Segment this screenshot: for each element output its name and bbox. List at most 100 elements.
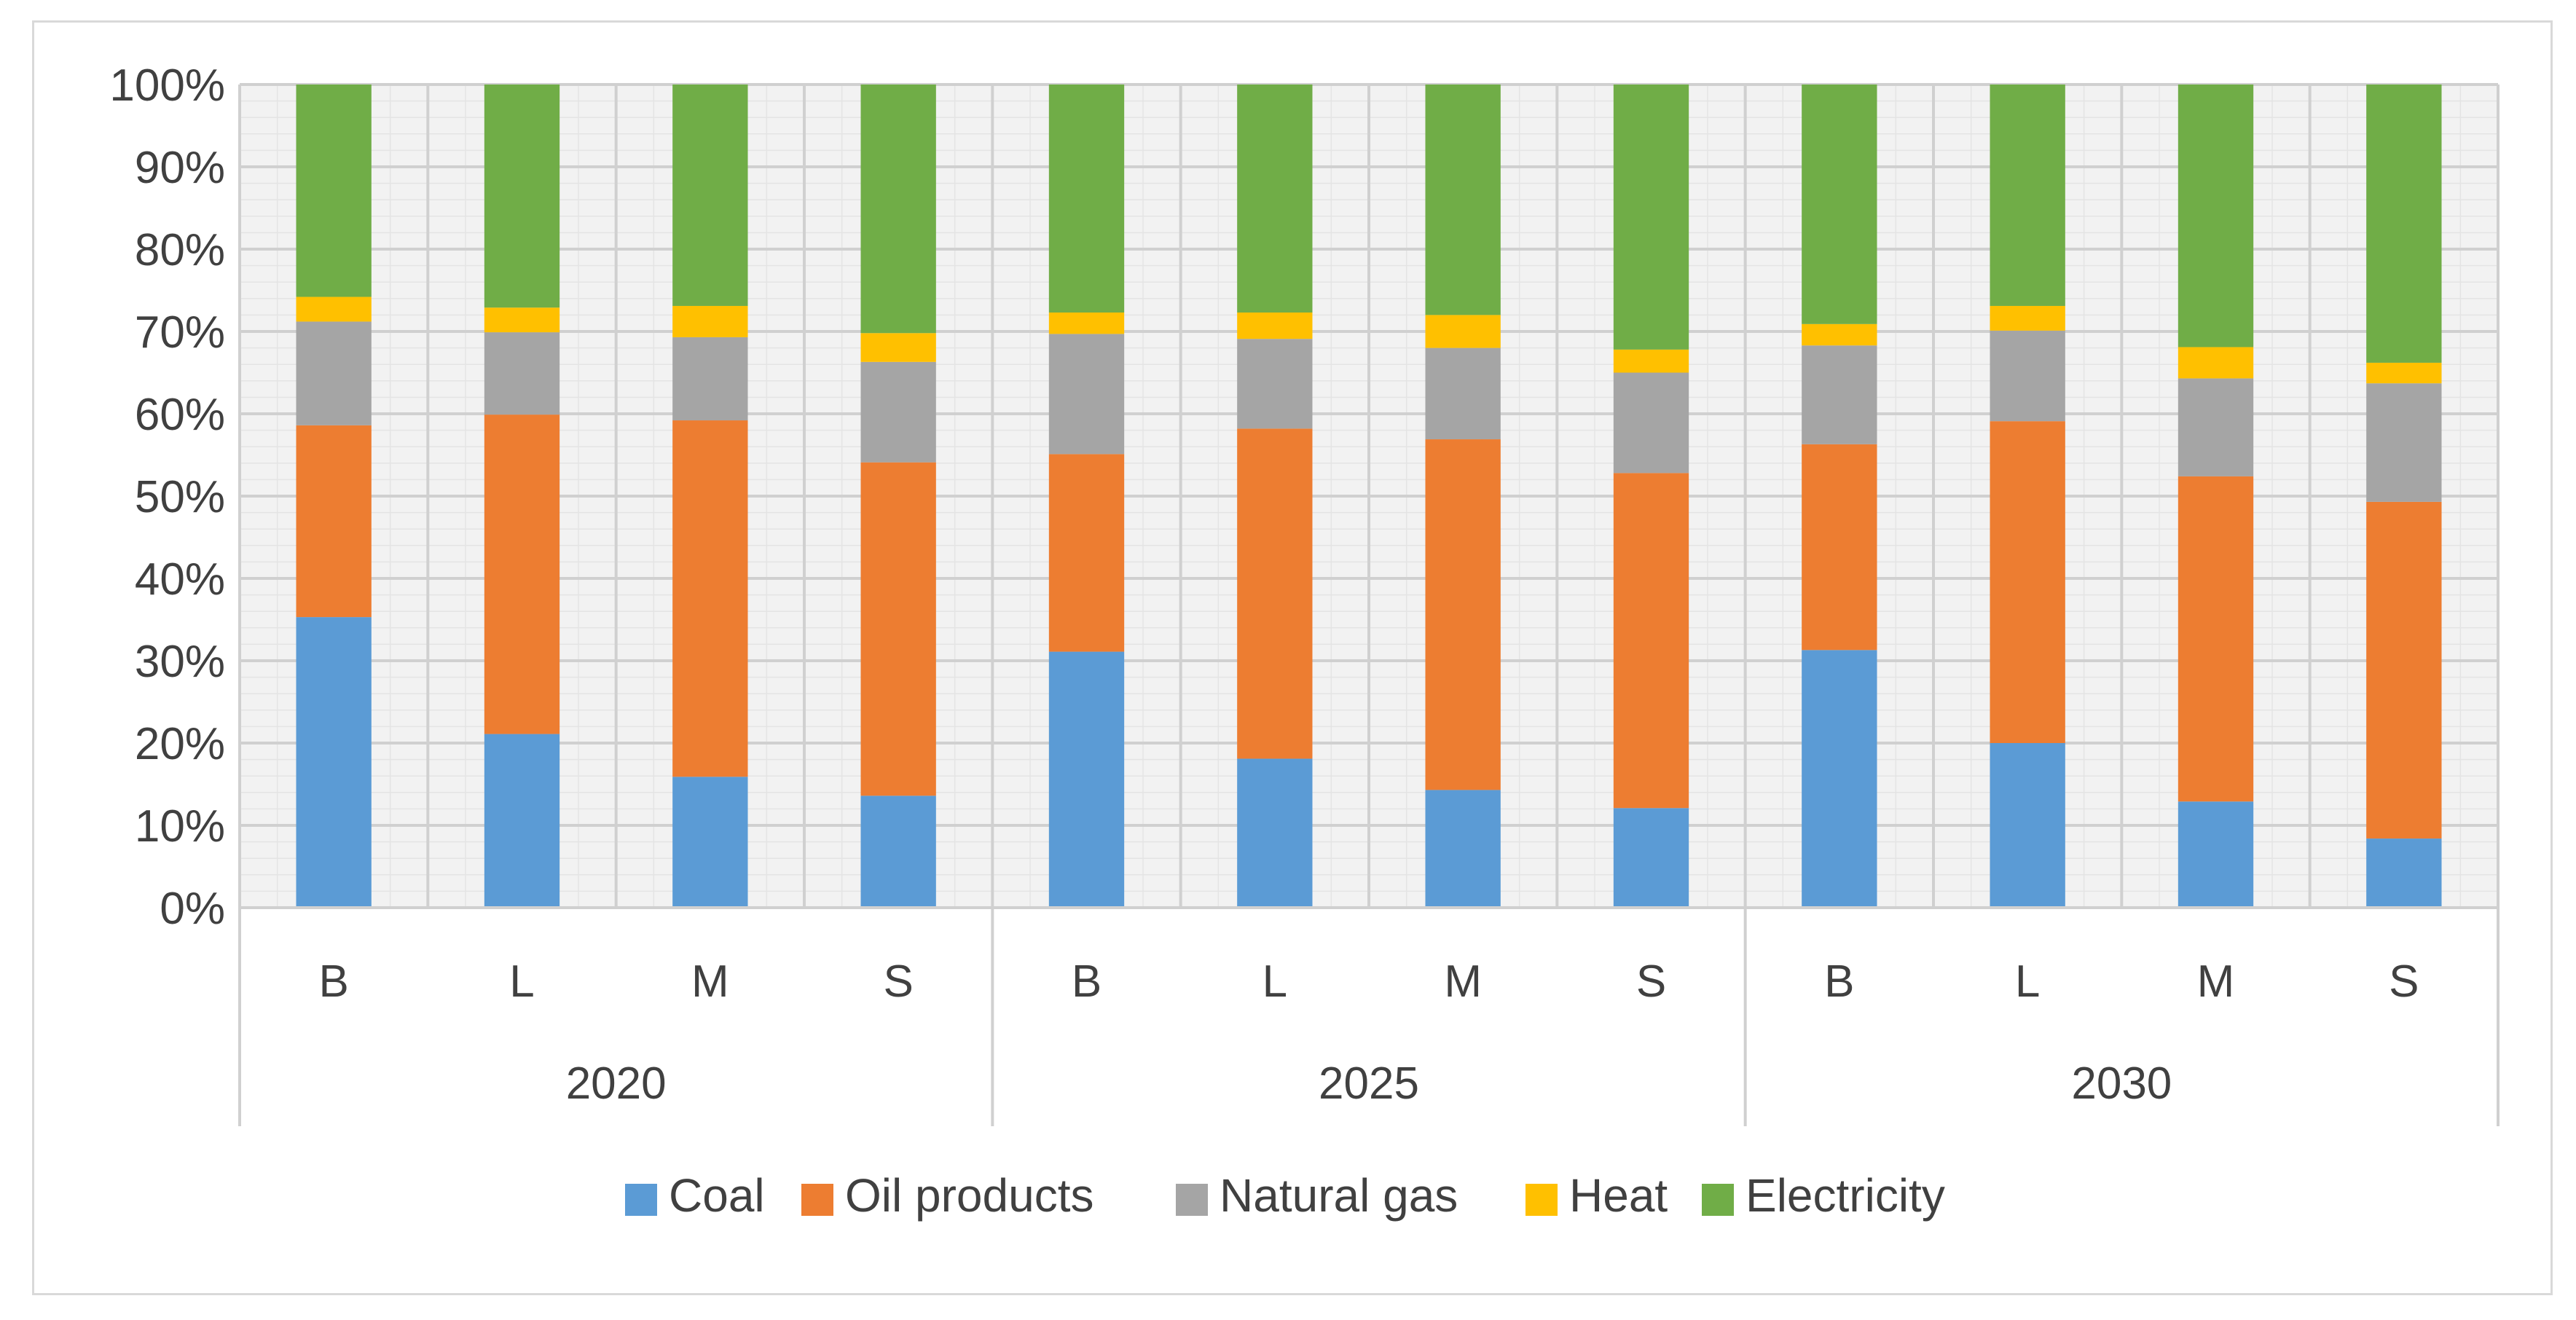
legend: Coal Oil products Natural gas Heat Electrici…: [625, 1169, 1945, 1222]
bar-coal-11: [2366, 838, 2442, 908]
x-category-label: M: [1444, 956, 1482, 1007]
bar-oil-products-10: [2178, 476, 2254, 802]
bar-oil-products-0: [296, 425, 372, 618]
chart-frame: 0% 10% 20% 30% 40% 50% 60% 70% 80% 90% 100% B L M S B L…: [32, 20, 2553, 1295]
x-category-label: S: [1636, 956, 1666, 1007]
bar-heat-11: [2366, 362, 2442, 384]
legend-swatch-oil-products: [801, 1184, 833, 1216]
bar-electricity-3: [860, 85, 936, 334]
bar-natural-gas-5: [1237, 339, 1313, 429]
bar-electricity-9: [1990, 85, 2065, 306]
y-tick-label: 40%: [135, 554, 225, 605]
y-tick-label: 0%: [160, 884, 225, 934]
bar-coal-10: [2178, 801, 2254, 908]
bar-heat-8: [1802, 323, 1877, 346]
bar-natural-gas-7: [1613, 372, 1689, 474]
bar-oil-products-2: [672, 420, 748, 777]
x-axis-groups: 2020 2025 2030: [238, 908, 2500, 1126]
x-group-label: 2020: [566, 1058, 667, 1109]
bar-oil-products-7: [1613, 473, 1689, 809]
bar-heat-10: [2178, 347, 2254, 379]
y-tick-label: 50%: [135, 472, 225, 522]
legend-swatch-heat: [1525, 1184, 1558, 1216]
bar-heat-5: [1237, 313, 1313, 339]
x-category-label: M: [2197, 956, 2235, 1007]
bar-oil-products-3: [860, 462, 936, 796]
bar-natural-gas-10: [2178, 378, 2254, 476]
legend-label: Natural gas: [1220, 1169, 1458, 1222]
y-axis-ticks: 0% 10% 20% 30% 40% 50% 60% 70% 80% 90% 100%: [109, 60, 225, 934]
bar-natural-gas-4: [1048, 334, 1125, 455]
legend-swatch-coal: [625, 1184, 657, 1216]
x-category-label: L: [2015, 956, 2040, 1007]
bar-electricity-2: [672, 85, 748, 306]
bar-oil-products-11: [2366, 501, 2442, 839]
legend-swatch-electricity: [1702, 1184, 1734, 1216]
bar-natural-gas-1: [484, 332, 560, 415]
chart-svg: 0% 10% 20% 30% 40% 50% 60% 70% 80% 90% 100% B L M S B L…: [109, 60, 2500, 1222]
legend-swatch-natural-gas: [1176, 1184, 1208, 1216]
bar-natural-gas-0: [296, 321, 372, 425]
bar-coal-0: [296, 617, 372, 908]
bar-electricity-10: [2178, 85, 2254, 347]
bar-electricity-7: [1613, 85, 1689, 350]
x-category-label: M: [691, 956, 729, 1007]
bar-heat-9: [1990, 305, 2065, 331]
bar-coal-6: [1425, 790, 1501, 908]
bar-electricity-11: [2366, 85, 2442, 363]
y-tick-label: 70%: [135, 307, 225, 358]
bar-coal-5: [1237, 758, 1313, 908]
bar-coal-4: [1048, 651, 1125, 908]
bar-coal-2: [672, 777, 748, 908]
bar-heat-2: [672, 305, 748, 337]
y-tick-label: 20%: [135, 719, 225, 769]
bar-natural-gas-6: [1425, 347, 1501, 440]
bar-natural-gas-9: [1990, 330, 2065, 422]
bar-oil-products-4: [1048, 454, 1125, 652]
bar-oil-products-9: [1990, 421, 2065, 743]
legend-label: Heat: [1569, 1169, 1668, 1222]
bar-natural-gas-8: [1802, 345, 1877, 444]
y-tick-label: 90%: [135, 143, 225, 193]
x-group-label: 2030: [2071, 1058, 2172, 1109]
x-category-label: L: [1263, 956, 1287, 1007]
legend-label: Coal: [669, 1169, 765, 1222]
x-category-label: L: [509, 956, 534, 1007]
bar-oil-products-8: [1802, 444, 1877, 651]
bar-coal-3: [860, 795, 936, 908]
bar-coal-1: [484, 734, 560, 908]
y-tick-label: 10%: [135, 801, 225, 852]
bar-natural-gas-3: [860, 361, 936, 463]
x-category-label: B: [1824, 956, 1854, 1007]
gridlines: [238, 83, 2500, 909]
bar-oil-products-5: [1237, 428, 1313, 759]
legend-label: Oil products: [845, 1169, 1093, 1222]
x-group-label: 2025: [1319, 1058, 1419, 1109]
x-category-label: S: [883, 956, 913, 1007]
x-category-label: S: [2389, 956, 2419, 1007]
x-category-label: B: [1072, 956, 1102, 1007]
bar-electricity-6: [1425, 85, 1501, 315]
bar-heat-4: [1048, 313, 1125, 334]
y-tick-label: 30%: [135, 637, 225, 687]
y-tick-label: 80%: [135, 225, 225, 275]
y-tick-label: 60%: [135, 390, 225, 440]
bar-coal-9: [1990, 743, 2065, 908]
legend-label: Electricity: [1746, 1169, 1945, 1222]
bar-natural-gas-2: [672, 337, 748, 421]
bar-heat-3: [860, 333, 936, 362]
bar-oil-products-6: [1425, 439, 1501, 790]
bar-coal-8: [1802, 650, 1877, 908]
y-tick-label: 100%: [109, 60, 225, 111]
bar-oil-products-1: [484, 415, 560, 734]
x-category-label: B: [318, 956, 348, 1007]
bar-electricity-8: [1802, 85, 1877, 324]
bar-heat-7: [1613, 349, 1689, 373]
bar-electricity-1: [484, 85, 560, 308]
bar-electricity-5: [1237, 85, 1313, 313]
bars: [296, 85, 2442, 908]
bar-natural-gas-11: [2366, 383, 2442, 502]
bar-heat-0: [296, 296, 372, 322]
bar-electricity-4: [1048, 85, 1125, 313]
